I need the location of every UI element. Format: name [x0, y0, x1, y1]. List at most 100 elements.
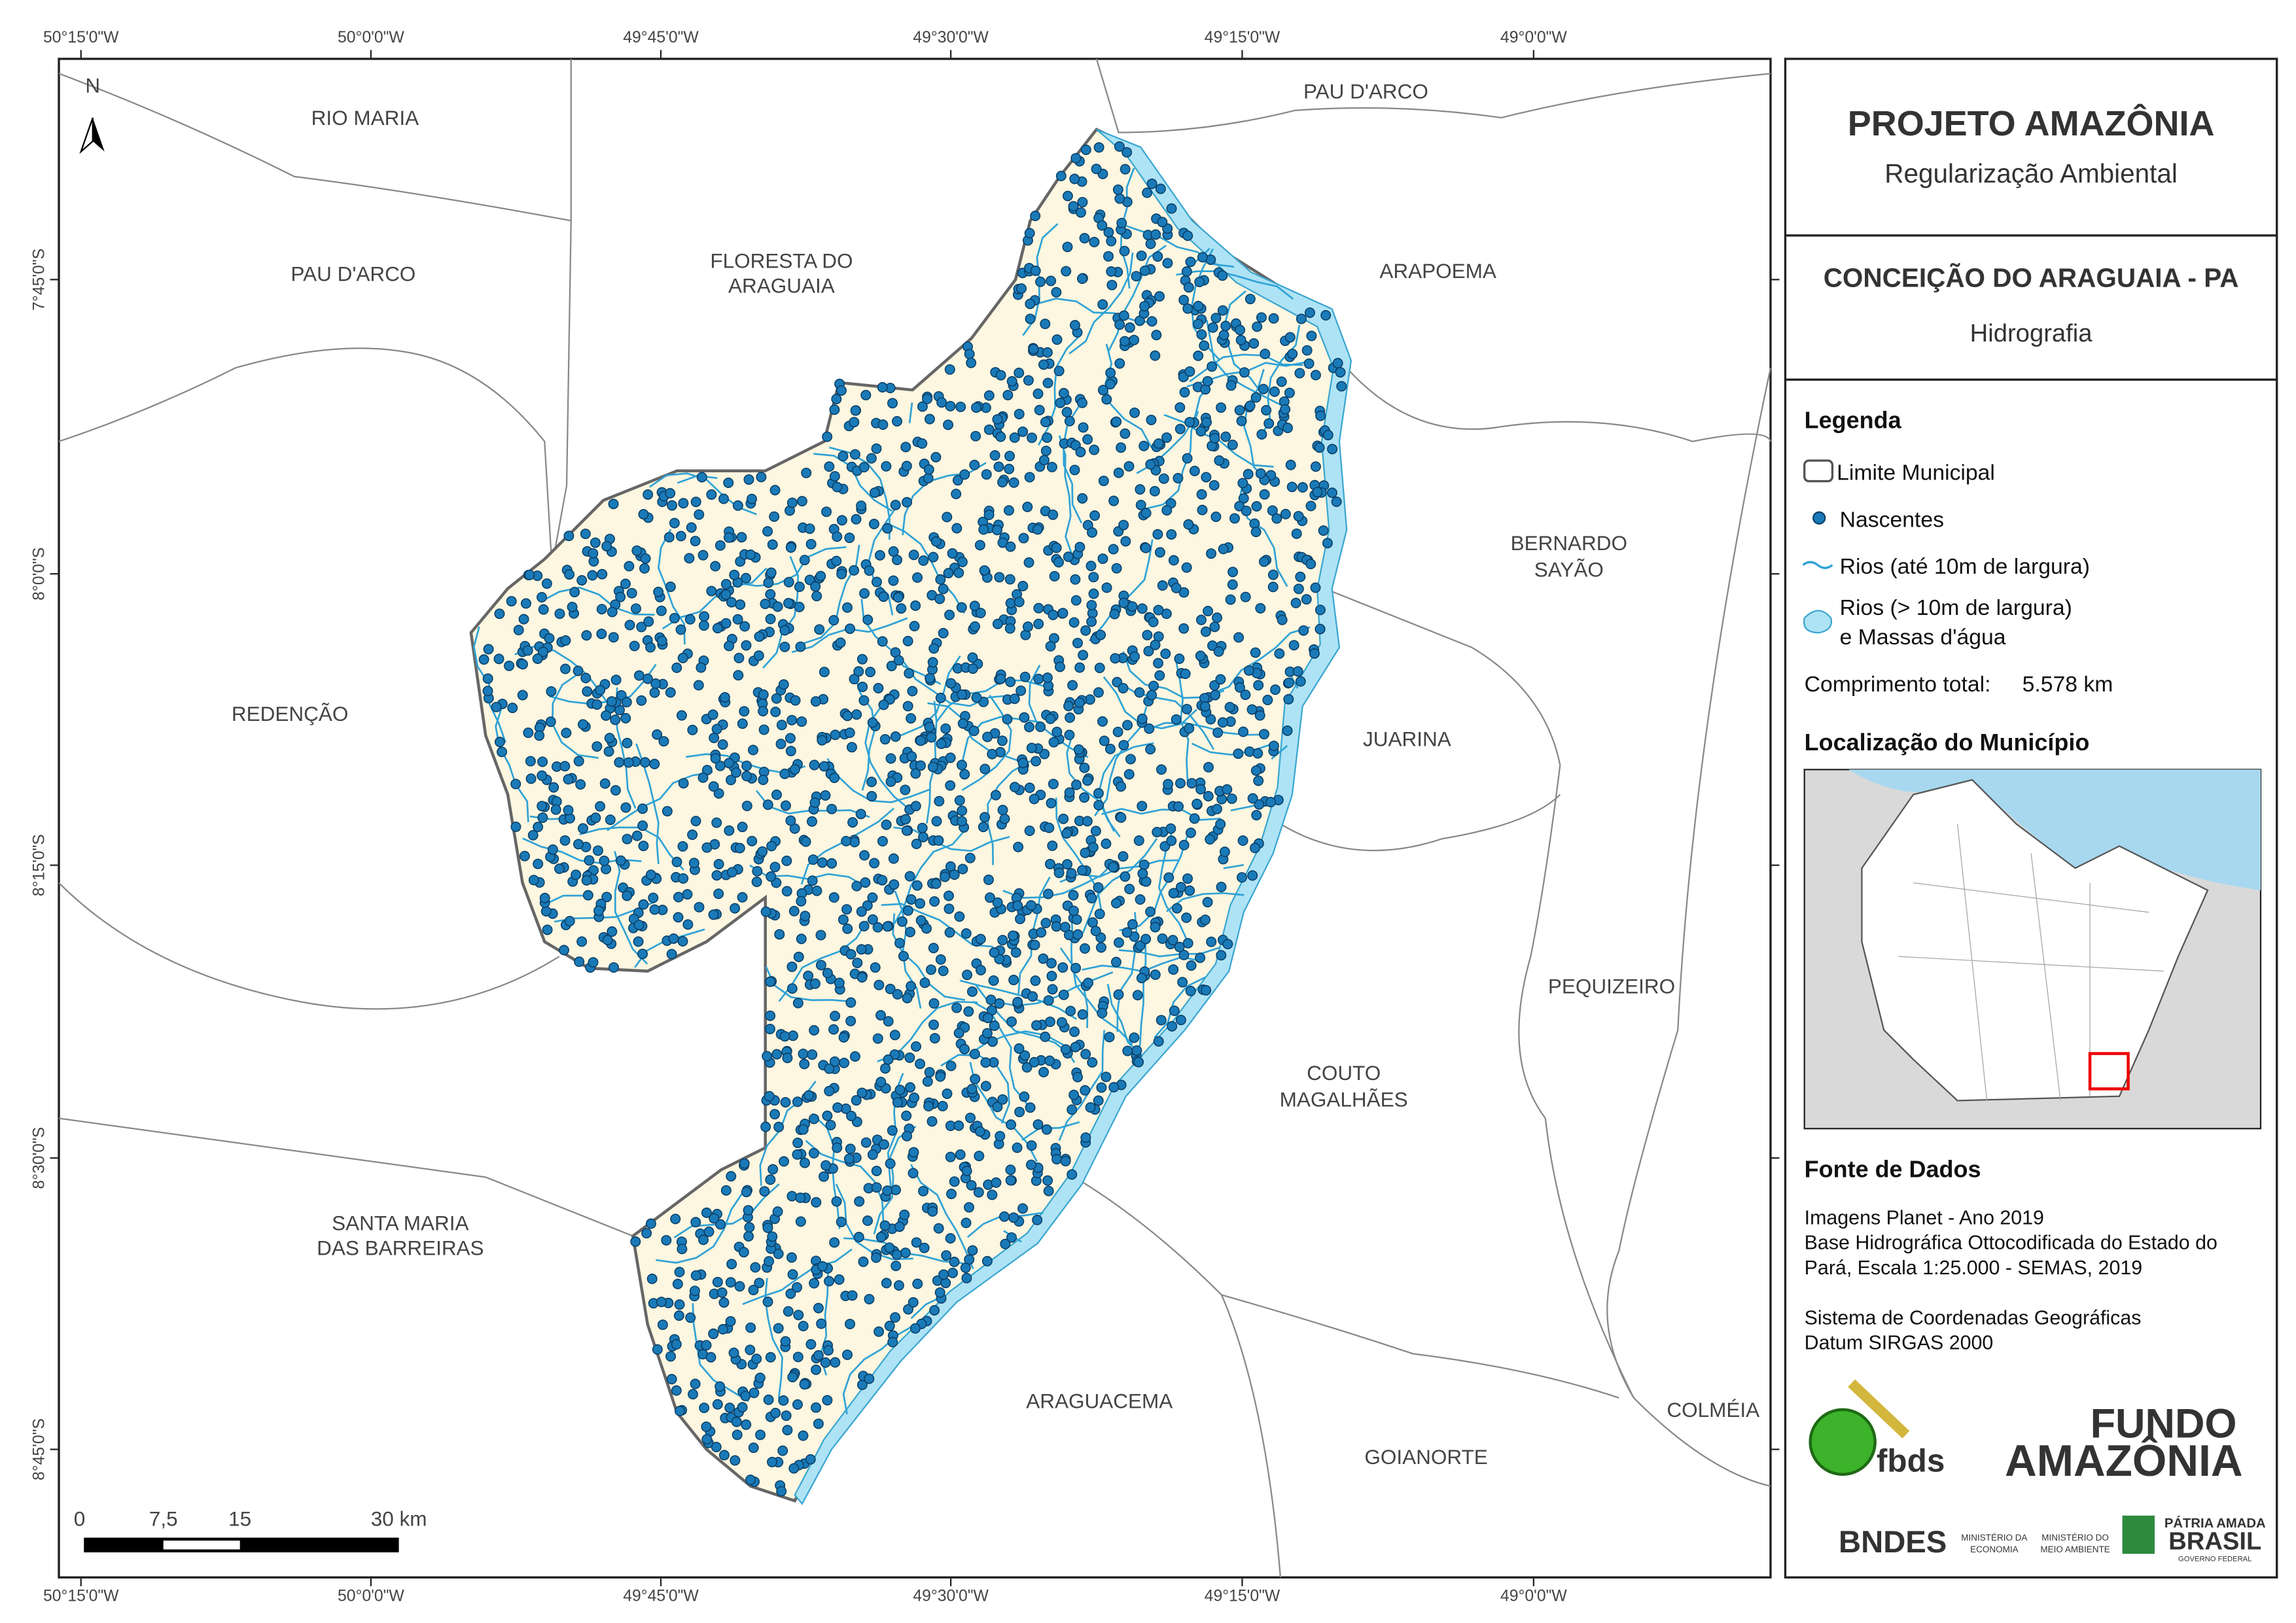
spring — [1166, 203, 1177, 214]
spring — [844, 532, 855, 544]
spring — [808, 1147, 819, 1159]
spring — [1280, 508, 1291, 519]
spring — [518, 614, 529, 625]
spring — [550, 804, 561, 815]
label: 49°0'0"W — [1500, 1587, 1567, 1605]
spring — [1118, 519, 1129, 531]
spring — [776, 1486, 787, 1497]
spring — [743, 1230, 754, 1242]
spring — [1032, 1214, 1043, 1225]
spring — [1030, 975, 1041, 986]
spring — [819, 761, 830, 772]
spring — [1241, 505, 1252, 516]
spring — [687, 829, 698, 841]
spring — [858, 920, 870, 932]
spring — [1063, 701, 1074, 712]
spring — [806, 816, 817, 827]
spring — [687, 724, 698, 735]
spring — [904, 1052, 915, 1063]
spring — [891, 1249, 902, 1260]
spring — [1034, 404, 1045, 415]
spring — [813, 1418, 824, 1429]
spring — [1250, 647, 1261, 658]
spring — [815, 930, 826, 941]
spring — [1252, 321, 1263, 332]
spring — [851, 1095, 862, 1106]
spring — [1196, 329, 1207, 340]
spring — [730, 1455, 741, 1466]
spring — [828, 615, 839, 626]
spring — [994, 572, 1005, 583]
spring — [1002, 714, 1013, 725]
spring — [935, 692, 946, 703]
spring — [1114, 141, 1125, 152]
river — [1133, 941, 1147, 1064]
spring — [795, 1216, 806, 1227]
spring — [649, 687, 660, 698]
spring — [1096, 1082, 1107, 1093]
spring — [1070, 595, 1082, 606]
spring — [910, 801, 921, 812]
spring — [788, 1463, 800, 1474]
spring — [978, 524, 989, 535]
spring — [1175, 882, 1186, 893]
spring — [1111, 563, 1122, 574]
spring — [1206, 936, 1217, 947]
spring — [1177, 977, 1188, 988]
spring — [674, 1299, 685, 1310]
spring — [1181, 266, 1192, 277]
spring — [836, 515, 847, 526]
spring — [672, 1278, 683, 1289]
spring — [533, 858, 544, 869]
spring — [737, 822, 748, 833]
spring — [944, 610, 955, 620]
spring — [865, 667, 876, 678]
spring — [1178, 949, 1190, 960]
spring — [798, 1048, 809, 1059]
spring — [957, 718, 968, 729]
spring — [910, 600, 921, 611]
spring — [1030, 265, 1041, 276]
spring — [871, 1252, 882, 1263]
spring — [957, 557, 968, 568]
spring — [724, 825, 735, 836]
spring — [478, 654, 489, 665]
spring — [969, 1049, 980, 1060]
spring — [1154, 291, 1165, 302]
spring — [1145, 744, 1156, 755]
spring — [867, 892, 878, 903]
spring — [1129, 651, 1140, 662]
spring — [709, 1213, 720, 1224]
spring — [959, 469, 970, 480]
spring — [889, 879, 900, 890]
spring — [1225, 594, 1236, 605]
spring — [778, 679, 789, 690]
spring — [734, 1281, 745, 1292]
spring — [1113, 467, 1124, 478]
spring — [1150, 922, 1161, 933]
spring — [1235, 324, 1246, 336]
spring — [804, 1090, 815, 1101]
spring — [676, 710, 687, 721]
spring — [1051, 1154, 1063, 1164]
spring — [892, 988, 903, 1000]
spring — [717, 1324, 728, 1335]
spring — [590, 537, 601, 548]
spring — [760, 1121, 771, 1132]
spring — [1212, 612, 1222, 623]
spring — [1152, 251, 1163, 262]
spring — [974, 1126, 985, 1137]
spring — [743, 474, 754, 485]
label: Sistema de Coordenadas Geográficas — [1805, 1307, 2142, 1329]
spring — [633, 670, 645, 681]
spring — [1004, 623, 1016, 634]
label: PEQUIZEIRO — [1548, 974, 1675, 998]
spring — [1103, 251, 1114, 262]
spring — [793, 1310, 804, 1321]
spring — [1255, 468, 1266, 479]
spring — [1058, 388, 1069, 399]
spring — [561, 727, 572, 739]
spring — [930, 451, 942, 462]
spring — [1066, 867, 1077, 879]
spring — [779, 1031, 790, 1042]
